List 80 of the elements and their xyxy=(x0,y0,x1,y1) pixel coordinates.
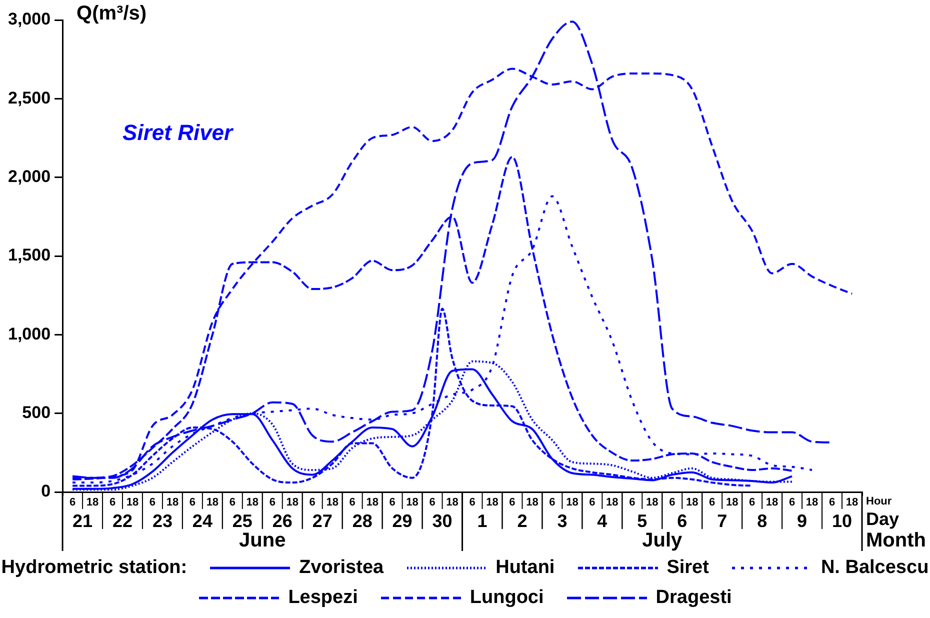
legend-label: Hutani xyxy=(496,556,555,580)
x-tick-label: 10 xyxy=(832,510,852,531)
y-tick-label: 500 xyxy=(22,403,51,422)
x2-tick-label: 18 xyxy=(726,496,738,509)
x2-tick-label: 6 xyxy=(349,496,356,509)
x2-tick-label: 18 xyxy=(166,496,179,509)
x2-tick-label: 18 xyxy=(766,496,778,509)
x2-tick-label: 18 xyxy=(206,496,219,509)
x-tick-label: 25 xyxy=(232,510,252,531)
legend-label: N. Balcescu xyxy=(820,556,929,580)
x2-tick-label: 18 xyxy=(326,496,338,509)
x2-tick-label: 6 xyxy=(629,496,636,509)
x2-tick-label: 6 xyxy=(469,496,476,509)
x2-tick-label: 18 xyxy=(846,496,858,509)
x-tick-label: 30 xyxy=(432,510,452,531)
x2-tick-label: 6 xyxy=(269,496,276,509)
x2-tick-label: 6 xyxy=(149,496,156,509)
x-tick-label: 23 xyxy=(152,510,172,531)
x-tick-label: 21 xyxy=(72,510,93,531)
x2-tick-label: 6 xyxy=(589,496,596,509)
y-tick-label: 0 xyxy=(41,482,51,501)
legend-title: Hydrometric station: xyxy=(1,556,188,580)
y-axis-title: Q(m³/s) xyxy=(76,2,147,25)
legend-label: Siret xyxy=(666,556,709,580)
x-tick-label: 29 xyxy=(392,510,412,531)
y-tick-label: 3,000 xyxy=(8,10,51,29)
x2-tick-label: 6 xyxy=(189,496,196,509)
x2-tick-label: 6 xyxy=(429,496,436,509)
x-axis-title: Hour Day Month xyxy=(866,496,926,552)
text: June xyxy=(239,530,286,552)
x2-tick-label: 18 xyxy=(446,496,458,509)
x-tick-label: 22 xyxy=(112,510,133,531)
x2-tick-label: 6 xyxy=(549,496,556,509)
x2-tick-label: 18 xyxy=(806,496,818,509)
x2-tick-label: 6 xyxy=(229,496,236,509)
x2-tick-label: 6 xyxy=(709,496,716,509)
x-tick-label: 3 xyxy=(557,510,568,531)
legend-label: Lespezi xyxy=(288,586,358,610)
y-tick-label: 2,000 xyxy=(8,167,51,186)
x-tick-label: 2 xyxy=(517,510,528,531)
x2-tick-label: 18 xyxy=(246,496,259,509)
x2-tick-label: 18 xyxy=(126,496,139,509)
x2-tick-label: 18 xyxy=(606,496,618,509)
x2-tick-label: 18 xyxy=(526,496,538,509)
x2-tick-label: 6 xyxy=(309,496,316,509)
text: July xyxy=(642,530,684,552)
x-tick-label: 6 xyxy=(677,510,688,531)
x2-tick-label: 6 xyxy=(389,496,396,509)
x-tick-label: 24 xyxy=(192,510,212,531)
y-tick-label: 2,500 xyxy=(8,88,51,108)
y-tick-label: 1,500 xyxy=(8,246,51,265)
x2-tick-label: 18 xyxy=(406,496,418,509)
x-tick-label: 26 xyxy=(272,510,292,531)
x2-tick-label: 18 xyxy=(286,496,299,509)
x-tick-label: 9 xyxy=(797,510,808,531)
x2-tick-label: 6 xyxy=(788,496,796,509)
x-tick-label: 1 xyxy=(477,510,488,531)
x-tick-label: 27 xyxy=(312,510,332,531)
x2-tick-label: 6 xyxy=(749,496,756,509)
x2-tick-label: 6 xyxy=(669,496,676,509)
x2-tick-label: 18 xyxy=(566,496,578,509)
x2-tick-label: 18 xyxy=(486,496,498,509)
x2-tick-label: 18 xyxy=(86,496,99,509)
x-tick-label: 5 xyxy=(637,510,648,531)
x-tick-label: 28 xyxy=(352,510,372,531)
legend-label: Dragesti xyxy=(656,586,732,610)
x2-tick-label: 6 xyxy=(509,496,516,509)
x2-tick-label: 18 xyxy=(366,496,378,509)
legend-label: Lungoci xyxy=(470,586,544,610)
x2-tick-label: 6 xyxy=(69,496,76,509)
y-tick-label: 1,000 xyxy=(8,324,51,344)
x-tick-label: 7 xyxy=(717,510,728,531)
x2-tick-label: 18 xyxy=(686,496,698,509)
legend-label: Zvoristea xyxy=(299,556,384,580)
x-tick-label: 8 xyxy=(757,510,768,531)
x2-tick-label: 18 xyxy=(646,496,658,509)
x-tick-label: 4 xyxy=(597,510,608,531)
x2-tick-label: 6 xyxy=(109,496,116,509)
text: Siret River xyxy=(122,120,234,146)
x2-tick-label: 6 xyxy=(828,496,836,509)
